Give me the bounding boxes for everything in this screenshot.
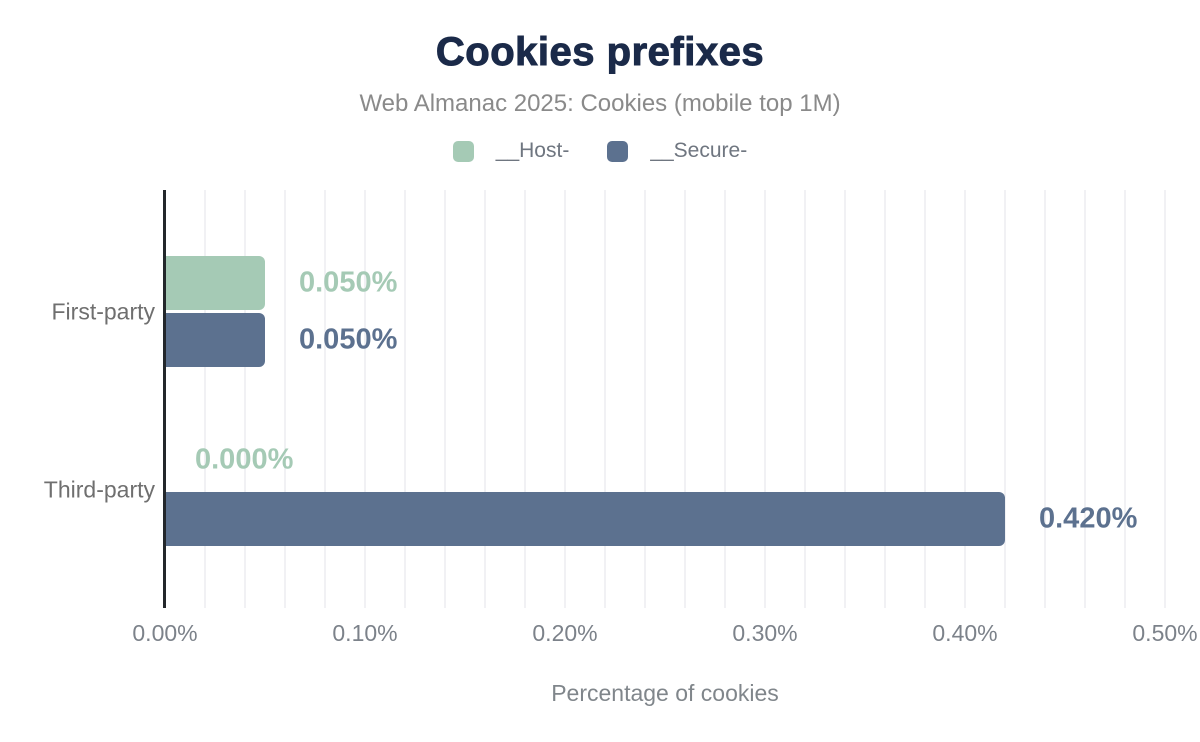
y-axis-line [163,190,166,608]
gridline [604,190,606,608]
bar-third-party-secure [165,492,1005,546]
legend-swatch-icon [452,140,474,162]
gridline [1044,190,1046,608]
legend-swatch-icon [607,140,629,162]
x-tick-label-0-30: 0.30% [732,620,798,646]
x-tick-label-0-20: 0.20% [532,620,598,646]
gridline [204,190,206,608]
legend-label: __Host- [495,139,570,162]
chart-subtitle: Web Almanac 2025: Cookies (mobile top 1M… [359,90,841,117]
legend-label: __Secure- [650,139,748,162]
gridline [1004,190,1006,608]
gridline [964,190,966,608]
bar-first-party-host [165,256,265,310]
gridline [284,190,286,608]
category-label-third-party: Third-party [43,476,155,502]
gridline [1124,190,1126,608]
x-tick-label-0-50: 0.50% [1132,620,1198,646]
x-tick-label-0-40: 0.40% [932,620,998,646]
gridline [564,190,566,608]
bar-value-label-first-party-secure: 0.050% [299,323,398,356]
gridline [1084,190,1086,608]
x-tick-label-0-10: 0.10% [332,620,398,646]
gridline [764,190,766,608]
x-axis-title: Percentage of cookies [551,680,779,706]
gridline [484,190,486,608]
category-label-first-party: First-party [51,298,156,324]
gridline [364,190,366,608]
gridline [524,190,526,608]
gridline [324,190,326,608]
legend: __Host- __Secure- [0,139,1200,163]
legend-item-secure: __Secure- [607,139,747,163]
chart-title: Cookies prefixes [435,30,765,75]
gridline [644,190,646,608]
bar-value-label-third-party-host: 0.000% [195,443,294,476]
gridline [924,190,926,608]
plot-area: 0.050% 0.050% 0.000% 0.420% [163,190,1166,608]
gridline [724,190,726,608]
gridline [244,190,246,608]
gridline [804,190,806,608]
gridline [884,190,886,608]
bar-value-label-third-party-secure: 0.420% [1039,502,1138,535]
gridline [844,190,846,608]
x-tick-label-0-00: 0.00% [132,620,198,646]
gridline [444,190,446,608]
gridline [1164,190,1166,608]
bar-value-label-first-party-host: 0.050% [299,266,398,299]
bar-first-party-secure [165,313,265,367]
legend-item-host: __Host- [452,139,570,163]
gridline [684,190,686,608]
gridline [404,190,406,608]
